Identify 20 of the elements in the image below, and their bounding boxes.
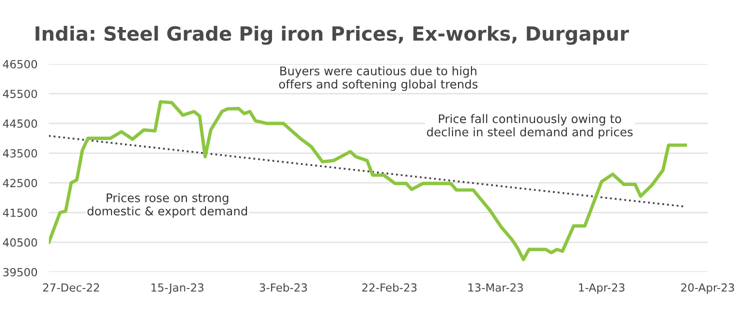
x-tick-label: 22-Feb-23 <box>362 283 417 292</box>
x-tick-label: 20-Apr-23 <box>681 283 734 294</box>
x-tick-label: 13-Mar-23 <box>468 283 523 292</box>
y-tick-label: 43500 <box>2 149 38 158</box>
chart-title: India: Steel Grade Pig iron Prices, Ex-works, Durgapur <box>36 26 629 45</box>
y-tick-label: 42500 <box>2 178 38 188</box>
annotation: Buyers were cautious due to high offers and softening global trends <box>279 66 478 91</box>
annotation: Price fall continuously owing to decline in steel demand and prices <box>426 114 633 139</box>
y-tick-label: 39500 <box>3 268 38 276</box>
x-tick-label: 3-Feb-23 <box>260 283 307 292</box>
y-tick-label: 45500 <box>2 90 38 98</box>
y-tick-label: 46500 <box>2 60 38 68</box>
x-tick-label: 1-Apr-23 <box>579 283 624 294</box>
y-tick-label: 41500 <box>2 208 38 217</box>
x-tick-label: 27-Dec-22 <box>43 283 99 292</box>
annotation: Prices rose on strong domestic & export demand <box>88 193 247 218</box>
line-series <box>48 100 687 262</box>
x-tick-label: 15-Jan-23 <box>151 283 204 294</box>
y-tick-label: 40500 <box>2 238 38 247</box>
y-tick-label: 44500 <box>2 119 38 128</box>
